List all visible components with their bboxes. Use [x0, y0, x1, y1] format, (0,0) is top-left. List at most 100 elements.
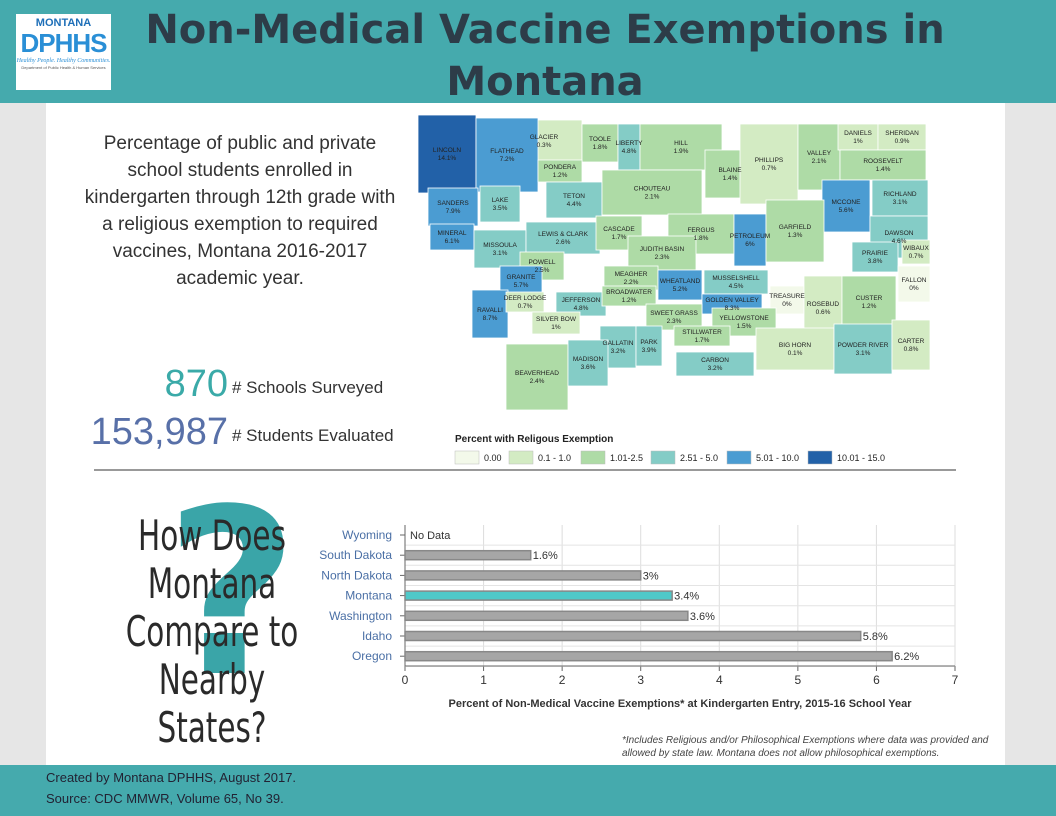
- x-tick-label: 1: [480, 673, 487, 687]
- county-name: SWEET GRASS: [650, 310, 698, 317]
- footer-line: Created by Montana DPHHS, August 2017.: [46, 770, 297, 785]
- county-value: 7.9%: [446, 208, 461, 215]
- y-tick-label: Idaho: [362, 629, 392, 643]
- legend-label: 2.51 - 5.0: [680, 453, 718, 463]
- county: [657, 269, 703, 301]
- county-name: LAKE: [492, 197, 509, 204]
- stat: 870 # Schools Surveyed: [60, 362, 420, 406]
- bar: [404, 630, 862, 642]
- county: [891, 319, 931, 371]
- county-name: TOOLE: [589, 136, 612, 143]
- county: [505, 291, 545, 313]
- county: [567, 339, 609, 387]
- county-name: BROADWATER: [606, 289, 652, 296]
- county-name: BIG HORN: [779, 342, 811, 349]
- county-value: 1.4%: [723, 175, 738, 182]
- county-value: 3.6%: [581, 364, 596, 371]
- county-value: 3.5%: [493, 205, 508, 212]
- logo-tagline: Healthy People. Healthy Communities.: [16, 58, 111, 64]
- question: How Does Montana Compare to Nearby State…: [125, 511, 299, 752]
- county-value: 2.1%: [812, 158, 827, 165]
- county-value: 1.9%: [674, 148, 689, 155]
- bar: [404, 590, 673, 601]
- value-label: 5.8%: [863, 631, 888, 643]
- county-value: 2.2%: [624, 279, 639, 286]
- county: [839, 149, 927, 181]
- county: [673, 325, 731, 347]
- county-name: RICHLAND: [883, 191, 917, 198]
- county-name: DEER LODGE: [504, 295, 547, 302]
- county-value: 2.4%: [530, 378, 545, 385]
- y-tick-label: Wyoming: [342, 528, 392, 542]
- county-value: 2.3%: [655, 254, 670, 261]
- county-name: WHEATLAND: [660, 278, 701, 285]
- county-name: GLACIER: [530, 134, 559, 141]
- county-name: STILLWATER: [682, 329, 722, 336]
- y-tick-label: North Dakota: [321, 568, 392, 582]
- x-tick-label: 3: [637, 673, 644, 687]
- county: [675, 351, 755, 377]
- stat: 153,987 # Students Evaluated: [60, 410, 420, 454]
- y-tick-label: South Dakota: [319, 548, 392, 562]
- county-name: WIBAUX: [903, 245, 929, 252]
- county-name: GOLDEN VALLEY: [705, 297, 759, 304]
- county: [833, 323, 893, 375]
- county-value: 3.2%: [708, 365, 723, 372]
- logo-top: MONTANA: [35, 17, 92, 29]
- county-value: 1.2%: [553, 172, 568, 179]
- bar: [404, 650, 893, 662]
- county: [545, 181, 603, 219]
- x-tick-label: 5: [795, 673, 802, 687]
- county-name: FLATHEAD: [490, 148, 524, 155]
- county-name: PONDERA: [544, 164, 577, 171]
- county-name: MEAGHER: [615, 271, 648, 278]
- x-tick-label: 7: [952, 673, 959, 687]
- county-name: MISSOULA: [483, 242, 517, 249]
- county: [821, 179, 871, 233]
- county-value: 0.9%: [895, 138, 910, 145]
- county-value: 0.6%: [816, 309, 831, 316]
- county-name: BEAVERHEAD: [515, 370, 559, 377]
- county-name: DAWSON: [884, 230, 913, 237]
- county-value: 0%: [782, 301, 792, 308]
- county-name: YELLOWSTONE: [719, 315, 769, 322]
- county-name: SANDERS: [437, 200, 469, 207]
- logo: MONTANA DPHHS Healthy People. Healthy Co…: [16, 14, 111, 90]
- county-name: LEWIS & CLARK: [538, 231, 589, 238]
- county-value: 5.2%: [673, 286, 688, 293]
- description: Percentage of public and private school …: [84, 133, 396, 289]
- county: [581, 123, 619, 163]
- logo-main: DPHHS: [20, 28, 107, 58]
- legend-swatch: [508, 450, 534, 465]
- x-tick-label: 0: [402, 673, 409, 687]
- stat-label: # Students Evaluated: [232, 426, 394, 445]
- county: [765, 199, 825, 263]
- county-value: 3.1%: [856, 350, 871, 357]
- county-value: 0.8%: [904, 346, 919, 353]
- header: MONTANA DPHHS Healthy People. Healthy Co…: [0, 0, 1056, 105]
- y-tick-label: Washington: [329, 609, 392, 623]
- value-label: 1.6%: [533, 550, 558, 562]
- county-name: SHERIDAN: [885, 130, 919, 137]
- legend-label: 1.01-2.5: [610, 453, 643, 463]
- value-label: No Data: [410, 530, 451, 542]
- county-name: ROOSEVELT: [863, 158, 902, 165]
- county: [739, 123, 799, 205]
- legend-label: 5.01 - 10.0: [756, 453, 799, 463]
- bar: [404, 570, 642, 581]
- county-value: 2.1%: [645, 194, 660, 201]
- divider: [94, 469, 956, 471]
- county-name: RAVALLI: [477, 307, 503, 314]
- bar: [404, 610, 689, 622]
- county-value: 3.1%: [893, 199, 908, 206]
- county-value: 1.3%: [788, 232, 803, 239]
- county-name: PETROLEUM: [730, 233, 770, 240]
- county: [531, 311, 581, 335]
- legend-label: 0.1 - 1.0: [538, 453, 571, 463]
- county-value: 4.8%: [622, 148, 637, 155]
- bar: [404, 549, 532, 561]
- county: [871, 179, 929, 217]
- stat-value: 870: [164, 363, 228, 405]
- county: [897, 265, 931, 303]
